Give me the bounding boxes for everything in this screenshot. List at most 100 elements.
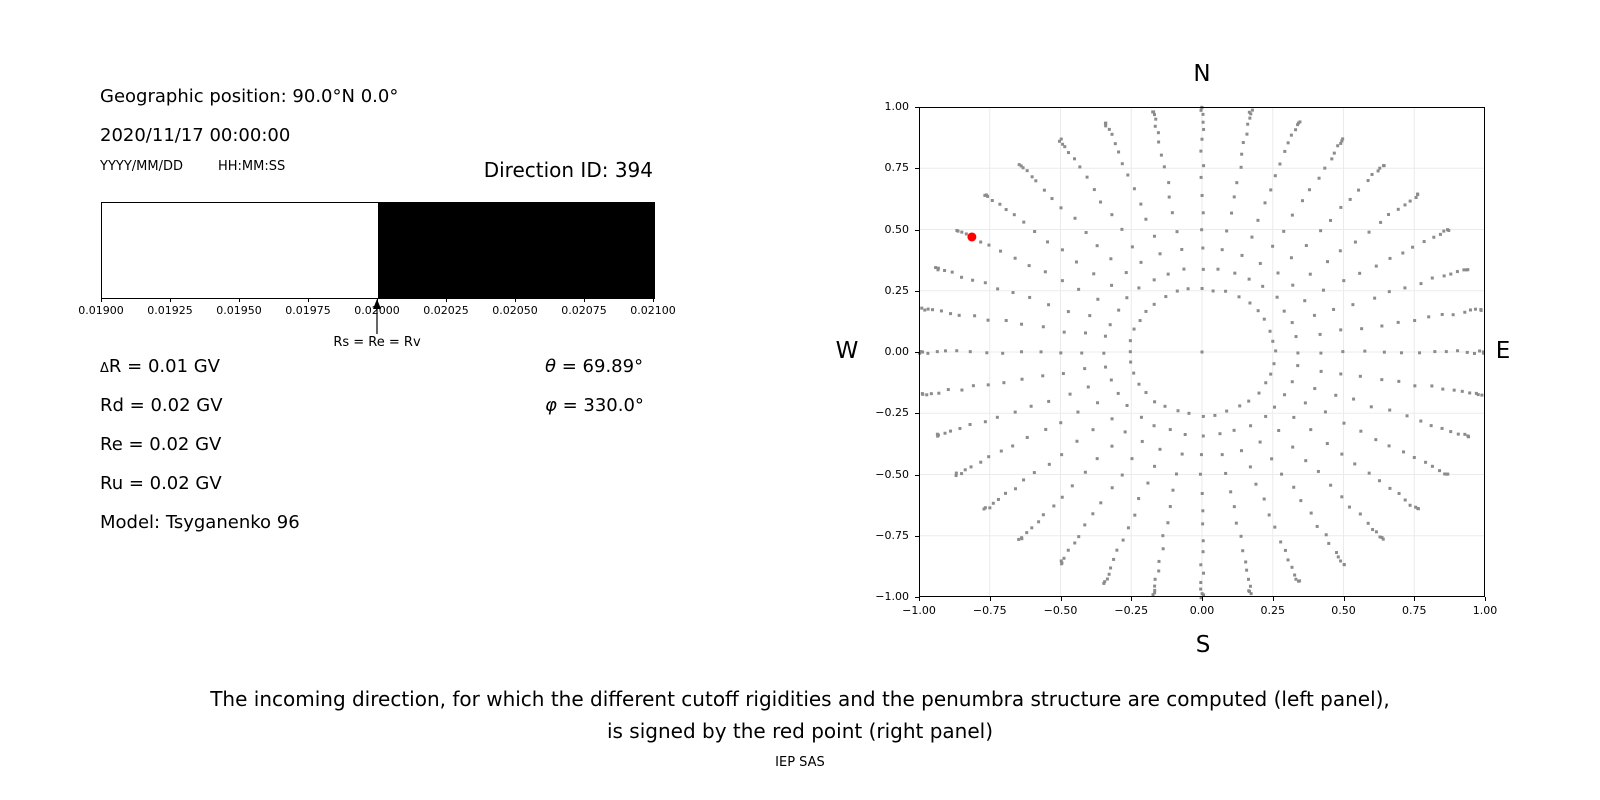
direction-dot — [1257, 391, 1261, 395]
direction-dot — [1218, 432, 1222, 436]
direction-dot — [1187, 411, 1191, 415]
direction-dot — [1419, 419, 1423, 423]
direction-dot — [1271, 339, 1275, 343]
direction-dot — [1304, 244, 1308, 248]
direction-dot — [1447, 228, 1451, 232]
direction-dot — [1153, 400, 1157, 404]
direction-dot — [1319, 351, 1323, 355]
direction-dot — [1446, 472, 1450, 476]
direction-dot — [1245, 568, 1249, 572]
direction-dot — [1289, 256, 1293, 260]
direction-dot — [1455, 270, 1459, 274]
direction-dot — [1432, 235, 1436, 239]
direction-dot — [1168, 428, 1172, 432]
direction-dot — [1105, 577, 1109, 581]
direction-dot — [1200, 228, 1204, 232]
direction-dot — [1256, 218, 1260, 222]
x-tick-label: −0.25 — [1114, 604, 1149, 617]
direction-dot — [1183, 433, 1187, 437]
direction-dot — [1043, 270, 1047, 274]
direction-dot — [1138, 319, 1142, 323]
direction-dot — [1137, 497, 1141, 501]
direction-dot — [1249, 112, 1253, 116]
direction-dot — [1020, 537, 1024, 541]
direction-dot — [1159, 153, 1163, 157]
direction-dot — [1292, 485, 1296, 489]
direction-dot — [1084, 331, 1088, 335]
direction-dot — [1408, 503, 1412, 507]
direction-dot — [1294, 335, 1298, 339]
direction-dot — [1110, 283, 1114, 287]
direction-dot — [1199, 108, 1203, 112]
direction-dot — [960, 275, 964, 279]
direction-dot — [1339, 372, 1343, 376]
x-tick-label: 0.50 — [1331, 604, 1356, 617]
direction-dot — [926, 307, 930, 311]
direction-dot — [1167, 181, 1171, 185]
direction-dot — [1095, 244, 1099, 248]
direction-dot — [1456, 432, 1460, 436]
direction-dot — [1163, 404, 1167, 408]
direction-dot — [1104, 124, 1108, 128]
direction-dot — [1201, 434, 1205, 438]
direction-dot — [1073, 541, 1077, 545]
direction-dot — [1442, 274, 1446, 278]
direction-dot — [1273, 174, 1277, 178]
direction-dot — [1158, 252, 1162, 256]
direction-dot — [1317, 176, 1321, 180]
direction-dot — [999, 449, 1003, 453]
direction-dot — [1130, 245, 1134, 249]
direction-dot — [1117, 308, 1121, 312]
direction-dot — [1110, 132, 1114, 136]
direction-dot — [1109, 566, 1113, 570]
re-text: Re = 0.02 GV — [100, 434, 222, 455]
direction-dot — [1463, 432, 1467, 436]
direction-dot — [1429, 424, 1433, 428]
direction-dot — [944, 349, 948, 353]
y-tick-label: 0.25 — [884, 283, 910, 297]
direction-dot — [1319, 229, 1323, 233]
direction-dot — [1427, 315, 1431, 319]
direction-dot — [1264, 381, 1268, 385]
x-tick-label: 0.02100 — [630, 304, 676, 317]
direction-dot — [1158, 447, 1162, 451]
direction-dot — [1340, 139, 1344, 143]
direction-dot — [1405, 414, 1409, 418]
direction-dot — [1422, 240, 1426, 244]
direction-dot — [1294, 128, 1298, 132]
direction-dot — [1245, 132, 1249, 136]
direction-dot — [1263, 201, 1267, 205]
direction-dot — [1247, 277, 1251, 281]
direction-dot — [1124, 271, 1128, 275]
direction-dot — [1074, 260, 1078, 264]
direction-dot — [1175, 230, 1179, 234]
direction-dot — [1062, 330, 1066, 334]
direction-dot — [1199, 175, 1203, 179]
direction-dot — [1068, 392, 1072, 396]
direction-dot — [1381, 537, 1385, 541]
direction-dot — [986, 383, 990, 387]
direction-dot — [1200, 193, 1204, 197]
direction-dot — [1340, 495, 1344, 499]
direction-dot — [1411, 245, 1415, 249]
direction-dot — [1164, 295, 1168, 299]
direction-dot — [1021, 166, 1025, 170]
direction-dot — [1323, 410, 1327, 414]
direction-dot — [1001, 351, 1005, 355]
x-tick-mark — [101, 298, 102, 302]
direction-dot — [1460, 389, 1464, 393]
direction-dot — [1309, 511, 1313, 515]
direction-dot — [1360, 327, 1364, 331]
direction-dot — [1399, 351, 1403, 355]
direction-dot — [1152, 302, 1156, 306]
direction-dot — [1224, 289, 1228, 293]
direction-dot — [1157, 569, 1161, 573]
direction-dot — [1374, 264, 1378, 268]
direction-dot — [1075, 439, 1079, 443]
direction-dot — [1342, 563, 1346, 567]
direction-dot — [1116, 391, 1120, 395]
direction-dot — [1249, 592, 1253, 596]
y-tick-mark — [915, 474, 919, 476]
direction-dot — [1061, 372, 1065, 376]
direction-dot — [1201, 550, 1205, 554]
